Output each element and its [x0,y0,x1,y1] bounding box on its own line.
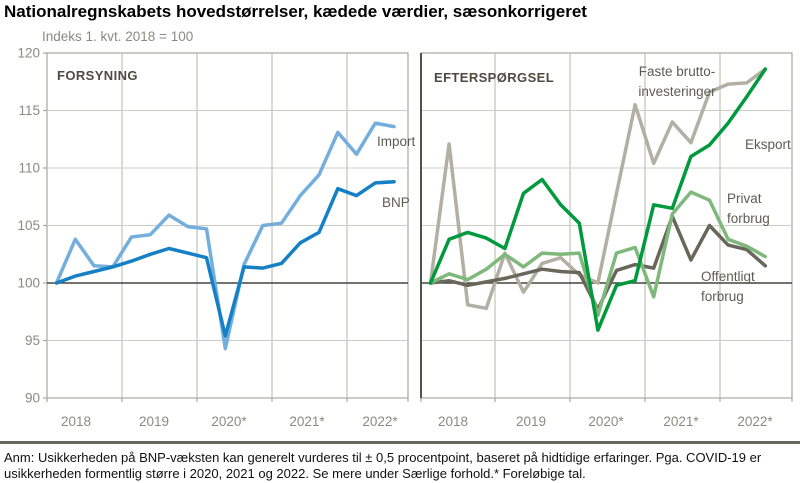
x-tick-label: 2022* [737,414,773,429]
series-label-privat-forbrug: Privat [727,191,762,206]
series-label-bnp: BNP [382,195,410,210]
y-tick-label: 110 [18,161,40,176]
series-line-eksport [428,67,768,332]
x-tick-label: 2019 [139,414,169,429]
chart-title: Nationalregnskabets hovedstørrelser, kæd… [4,2,587,21]
footnote-line-2: usikkerheden formentlig større i 2020, 2… [4,466,586,481]
x-tick-label: 2021* [289,414,325,429]
x-tick-label: 2022* [362,414,398,429]
x-tick-label: 2020* [588,414,624,429]
x-tick-label: 2020* [211,414,247,429]
panel-title-eftersp-rgsel: EFTERSPØRGSEL [434,70,554,85]
y-tick-label: 95 [25,333,40,348]
y-tick-label: 90 [25,391,40,406]
x-tick-label: 2018 [61,414,91,429]
series-label-import: Import [377,134,416,149]
y-tick-label: 105 [17,218,40,233]
series-line-import [54,121,396,351]
x-tick-label: 2018 [438,414,468,429]
footnote: Anm: Usikkerheden på BNP-væksten kan gen… [4,450,798,482]
series-line-privat-forbrug [428,190,768,317]
series-line-faste-bruttoinvesteringer [428,67,768,311]
axis-subtitle: Indeks 1. kvt. 2018 = 100 [42,29,193,44]
x-tick-label: 2019 [516,414,546,429]
chart-canvas: Import BNP FORSYNING 2018 2019 2020* 2021* 2022… [17,29,793,429]
series-label-offentligt-forbrug: Offentligt [701,269,755,284]
series-label-offentligt-forbrug: forbrug [701,289,744,304]
x-tick-label: 2021* [663,414,699,429]
series-label-privat-forbrug: forbrug [727,211,770,226]
series-line-bnp [54,180,396,338]
footnote-line-1: Anm: Usikkerheden på BNP-væksten kan gen… [4,450,762,465]
footnote-separator [0,441,800,444]
series-label-eksport: Eksport [745,137,791,152]
panel-title-forsyning: FORSYNING [57,68,138,83]
y-tick-label: 115 [18,103,40,118]
y-tick-label: 100 [17,276,40,291]
y-tick-label: 120 [17,46,40,61]
series-label-faste-bruttoinvesteringer: investeringer [638,84,716,99]
series-label-faste-bruttoinvesteringer: Faste brutto- [639,64,716,79]
